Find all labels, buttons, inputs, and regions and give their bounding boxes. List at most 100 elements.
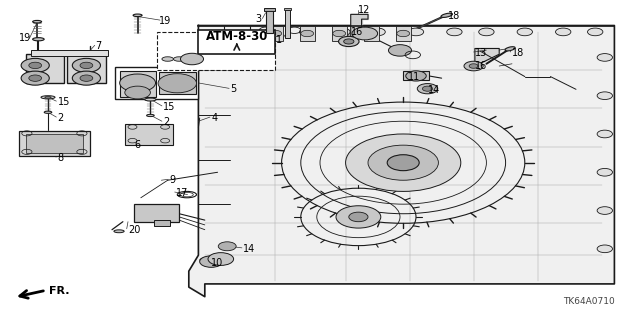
Text: 18: 18: [448, 11, 460, 21]
Circle shape: [597, 54, 612, 61]
Ellipse shape: [114, 230, 124, 233]
Bar: [266, 10, 273, 33]
Circle shape: [125, 86, 150, 99]
Circle shape: [80, 62, 93, 69]
Ellipse shape: [147, 115, 154, 117]
Text: 14: 14: [428, 85, 440, 95]
Circle shape: [349, 212, 368, 222]
Circle shape: [469, 64, 478, 68]
Bar: [26, 54, 64, 83]
Bar: [300, 26, 315, 41]
Circle shape: [21, 71, 49, 85]
Circle shape: [158, 74, 196, 93]
Circle shape: [447, 28, 462, 36]
Circle shape: [80, 75, 93, 81]
Circle shape: [408, 28, 424, 36]
Text: 4: 4: [211, 113, 218, 123]
Text: TK64A0710: TK64A0710: [563, 297, 614, 306]
Text: 15: 15: [58, 97, 70, 107]
Ellipse shape: [441, 13, 452, 18]
Circle shape: [200, 256, 223, 267]
Circle shape: [417, 84, 438, 94]
Polygon shape: [351, 14, 368, 38]
Circle shape: [300, 28, 315, 36]
Ellipse shape: [200, 258, 216, 262]
Ellipse shape: [505, 47, 515, 51]
Circle shape: [517, 28, 532, 36]
Bar: [67, 54, 106, 83]
Text: 2: 2: [163, 117, 170, 127]
Ellipse shape: [220, 244, 234, 248]
Circle shape: [397, 30, 410, 37]
Bar: [268, 26, 283, 41]
Text: 8: 8: [58, 153, 64, 163]
Ellipse shape: [44, 111, 52, 113]
Text: 2: 2: [58, 113, 64, 123]
Circle shape: [72, 71, 100, 85]
Text: 3: 3: [255, 14, 261, 24]
Circle shape: [72, 58, 100, 72]
Circle shape: [344, 39, 354, 44]
Circle shape: [29, 75, 42, 81]
Bar: [264, 8, 275, 11]
Ellipse shape: [33, 38, 44, 41]
Ellipse shape: [145, 98, 156, 101]
Ellipse shape: [41, 96, 55, 99]
Text: 19: 19: [159, 16, 171, 26]
Circle shape: [218, 242, 236, 251]
Bar: [332, 26, 347, 41]
Circle shape: [336, 206, 381, 228]
Circle shape: [597, 92, 612, 100]
Bar: [125, 124, 173, 145]
Ellipse shape: [33, 20, 42, 23]
Ellipse shape: [162, 57, 173, 61]
Text: 17: 17: [176, 188, 188, 198]
Circle shape: [301, 30, 314, 37]
Ellipse shape: [173, 57, 185, 61]
Circle shape: [479, 28, 494, 36]
Bar: [31, 50, 108, 56]
Bar: [26, 134, 83, 153]
Circle shape: [208, 253, 234, 265]
Text: 6: 6: [134, 140, 141, 150]
Circle shape: [365, 30, 378, 37]
Text: 5: 5: [230, 84, 237, 94]
Circle shape: [335, 28, 350, 36]
Circle shape: [556, 28, 571, 36]
Text: 18: 18: [512, 48, 524, 58]
Bar: [364, 26, 379, 41]
Polygon shape: [189, 26, 614, 297]
Circle shape: [422, 86, 433, 91]
Circle shape: [29, 62, 42, 69]
Ellipse shape: [133, 14, 142, 17]
Bar: [19, 131, 90, 156]
Text: 9: 9: [170, 175, 176, 185]
Circle shape: [269, 30, 282, 37]
Text: 10: 10: [211, 258, 223, 268]
Circle shape: [120, 74, 156, 92]
Bar: [284, 8, 291, 10]
Bar: [198, 30, 275, 54]
Circle shape: [597, 130, 612, 138]
Text: 7: 7: [95, 41, 101, 51]
Text: 13: 13: [475, 48, 487, 58]
Text: 12: 12: [358, 4, 371, 15]
Circle shape: [588, 28, 603, 36]
Circle shape: [370, 28, 385, 36]
Text: 1: 1: [275, 35, 282, 45]
Circle shape: [333, 30, 346, 37]
Bar: [159, 72, 196, 94]
Circle shape: [464, 61, 483, 71]
Circle shape: [346, 134, 461, 191]
Circle shape: [597, 207, 612, 214]
Bar: [120, 71, 156, 97]
Ellipse shape: [45, 96, 51, 98]
Circle shape: [180, 53, 204, 65]
Text: 14: 14: [243, 244, 255, 254]
Circle shape: [387, 155, 419, 171]
Bar: [403, 71, 429, 80]
Text: 20: 20: [128, 225, 140, 235]
Bar: [285, 10, 290, 38]
Text: 16: 16: [475, 61, 487, 71]
Bar: [157, 32, 275, 70]
